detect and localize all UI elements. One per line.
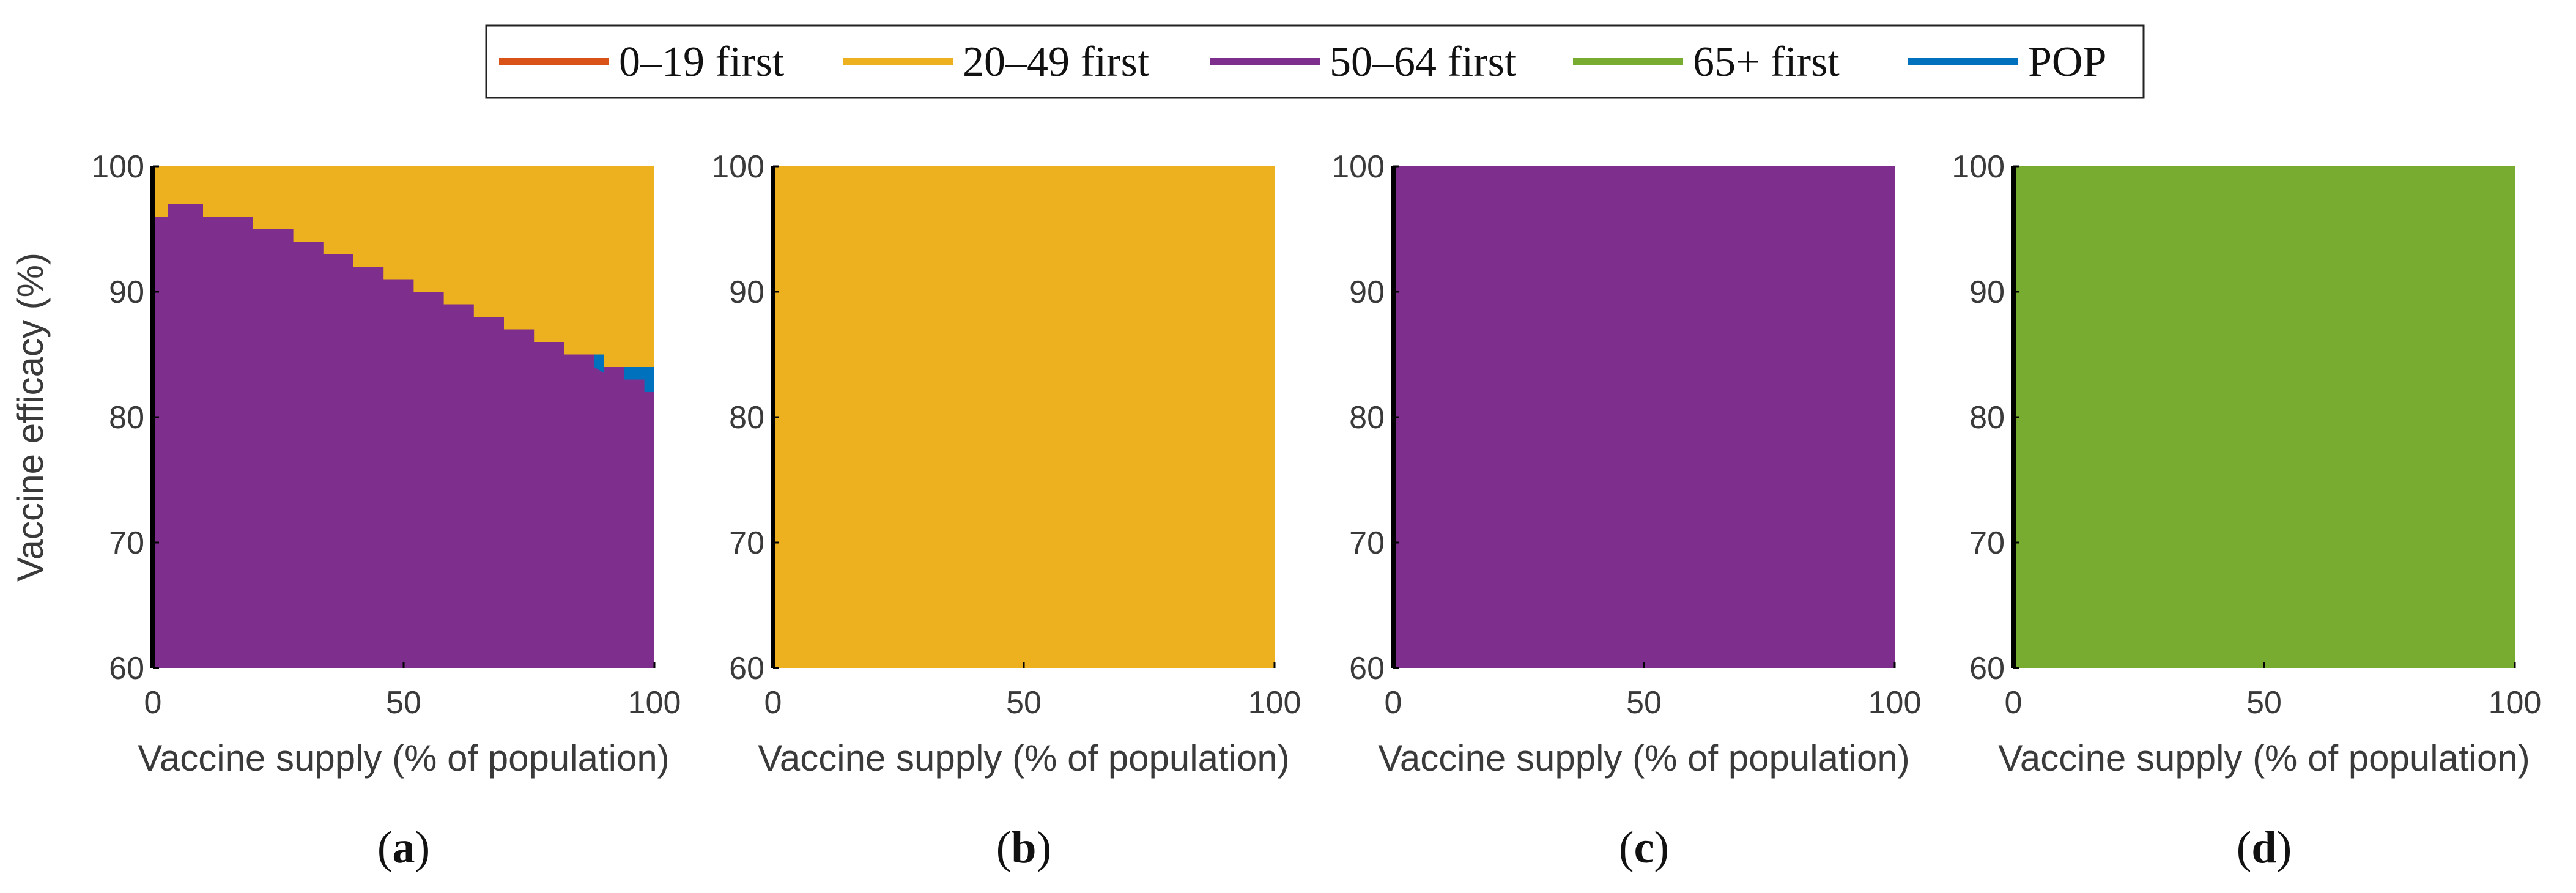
panel-a: 60 70 80 90 100 0 50 100 Vaccine supply (% of po… — [10, 149, 681, 873]
legend: 0–19 first 20–49 first 50–64 first 65+ firs… — [485, 24, 2145, 99]
panel-c: 60 70 80 90 100 0 50 100 Vaccine supply (% of po… — [1331, 149, 1921, 873]
panel-d: 60 70 80 90 100 0 50 100 Vaccine supply (% of po… — [1952, 149, 2541, 873]
y-axis-label: Vaccine efficacy (%) — [10, 253, 51, 582]
panel-label: (d) — [2237, 823, 2292, 873]
y-tick-label: 60 — [1969, 651, 2005, 686]
legend-label-20-49-first: 20–49 first — [963, 39, 1150, 86]
y-tick-label: 90 — [109, 275, 144, 310]
y-tick-label: 100 — [91, 149, 144, 185]
y-tick-label: 60 — [729, 651, 764, 686]
x-tick-label: 0 — [2005, 685, 2023, 721]
panel-label: (b) — [996, 823, 1051, 873]
x-tick-label: 0 — [144, 685, 162, 721]
y-tick-label: 100 — [711, 149, 764, 185]
x-tick-label: 50 — [386, 685, 421, 721]
y-tick-label: 70 — [109, 525, 144, 561]
y-tick-label: 90 — [729, 275, 764, 310]
legend-label-50-64-first: 50–64 first — [1330, 39, 1517, 86]
x-tick-label: 0 — [764, 685, 782, 721]
y-tick-label: 100 — [1331, 149, 1385, 185]
legend-label-65plus-first: 65+ first — [1693, 39, 1840, 86]
y-tick-label: 90 — [1349, 275, 1385, 310]
y-tick-label: 70 — [1349, 525, 1385, 561]
region-50-64-first-background — [1393, 166, 1895, 668]
y-tick-label: 60 — [109, 651, 144, 686]
x-tick-label: 100 — [628, 685, 681, 721]
y-tick-label: 80 — [1349, 400, 1385, 435]
y-tick-label: 60 — [1349, 651, 1385, 686]
legend-label-0-19-first: 0–19 first — [619, 39, 785, 86]
y-tick-label: 80 — [729, 400, 764, 435]
y-tick-label: 70 — [1969, 525, 2005, 561]
legend-label-pop: POP — [2028, 39, 2106, 86]
x-tick-label: 100 — [2489, 685, 2542, 721]
y-tick-label: 70 — [729, 525, 764, 561]
panel-label: (c) — [1619, 823, 1669, 873]
region-pop — [594, 354, 654, 392]
x-tick-label: 0 — [1385, 685, 1402, 721]
region-20-49-first — [153, 166, 654, 367]
x-tick-label: 50 — [2246, 685, 2282, 721]
x-tick-label: 50 — [1626, 685, 1662, 721]
panels: 60 70 80 90 100 0 50 100 Vaccine supply (% of po… — [10, 149, 2541, 873]
x-axis-label: Vaccine supply (% of population) — [138, 738, 669, 779]
x-tick-label: 100 — [1248, 685, 1301, 721]
x-axis-label: Vaccine supply (% of population) — [1998, 738, 2530, 779]
panel-label: (a) — [377, 823, 430, 873]
x-axis-label: Vaccine supply (% of population) — [1378, 738, 1909, 779]
y-tick-label: 100 — [1952, 149, 2005, 185]
region-65plus-first-background — [2013, 166, 2515, 668]
x-axis-label: Vaccine supply (% of population) — [758, 738, 1289, 779]
panel-b: 60 70 80 90 100 0 50 100 Vaccine supply (% of po… — [711, 149, 1301, 873]
x-tick-label: 50 — [1006, 685, 1042, 721]
y-tick-label: 90 — [1969, 275, 2005, 310]
x-tick-label: 100 — [1868, 685, 1922, 721]
region-20-49-first-background — [773, 166, 1275, 668]
y-tick-label: 80 — [1969, 400, 2005, 435]
y-tick-label: 80 — [109, 400, 144, 435]
